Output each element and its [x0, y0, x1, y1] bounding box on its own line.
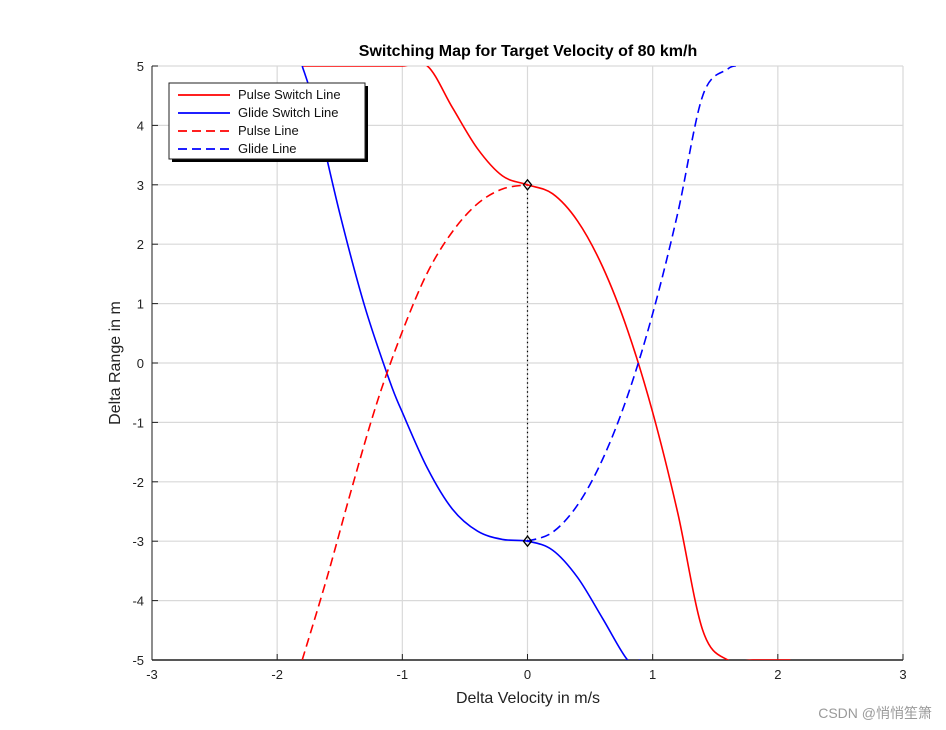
- legend-label: Pulse Line: [238, 123, 299, 138]
- y-tick-label: -5: [132, 653, 144, 668]
- x-axis-label: Delta Velocity in m/s: [456, 690, 600, 707]
- x-tick-label: 3: [899, 667, 906, 682]
- series-pulse-line: [301, 184, 528, 660]
- legend: Pulse Switch Line Glide Switch Line Pulse …: [168, 82, 368, 162]
- watermark-text: CSDN @悄悄笙箫: [818, 705, 932, 721]
- plot-area: [301, 66, 791, 660]
- y-tick-label: 0: [137, 356, 144, 371]
- y-tick-label: -3: [132, 534, 144, 549]
- legend-label: Glide Line: [238, 141, 297, 156]
- y-axis-label: Delta Range in m: [107, 301, 124, 425]
- y-tick-label: -4: [132, 594, 144, 609]
- x-tick-label: 1: [649, 667, 656, 682]
- x-tick-label: -2: [271, 667, 283, 682]
- y-tick-label: -1: [132, 415, 144, 430]
- x-tick-label: -1: [397, 667, 409, 682]
- y-tick-label: 5: [137, 59, 144, 74]
- diamond-marker: [522, 178, 533, 191]
- x-tick-label: 2: [774, 667, 781, 682]
- y-tick-label: 3: [137, 178, 144, 193]
- series-glide-line: [527, 66, 741, 542]
- y-tick-label: 2: [137, 237, 144, 252]
- legend-label: Glide Switch Line: [238, 105, 338, 120]
- chart-title: Switching Map for Target Velocity of 80 …: [359, 43, 697, 60]
- series-layer: [301, 66, 791, 660]
- x-tick-label: 0: [524, 667, 531, 682]
- y-tick-label: 1: [137, 297, 144, 312]
- y-tick-label: -2: [132, 475, 144, 490]
- series-glide-switch-line: [301, 66, 641, 660]
- legend-label: Pulse Switch Line: [238, 87, 341, 102]
- tick-labels: -3 -2 -1 0 1 2 3 -5 -4 -3 -2 -1 0 1 2 3 4 5: [132, 59, 906, 682]
- series-pulse-switch-line: [302, 66, 791, 660]
- x-tick-label: -3: [146, 667, 158, 682]
- y-tick-label: 4: [137, 118, 144, 133]
- grid: [151, 65, 904, 661]
- diamond-marker: [522, 535, 533, 548]
